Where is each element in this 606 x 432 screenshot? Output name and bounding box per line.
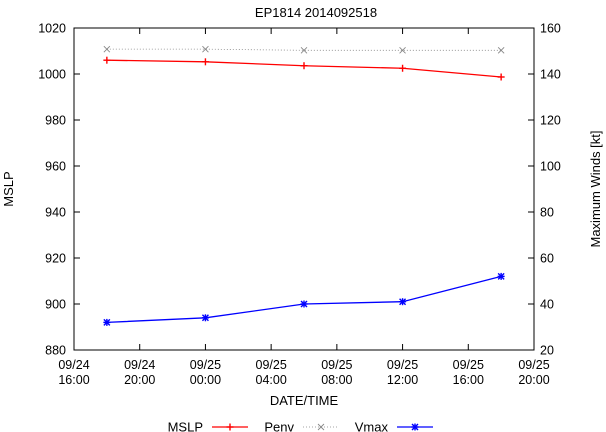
data-point-penv (497, 46, 505, 54)
marker-stroke (399, 298, 407, 306)
x-tick-label-time: 16:00 (453, 373, 484, 387)
legend-label: MSLP (168, 420, 203, 432)
data-point-vmax (201, 314, 209, 322)
data-point-mslp (103, 56, 111, 64)
marker-stroke (103, 318, 111, 326)
series-line-vmax (106, 275, 502, 324)
data-point-mslp (300, 62, 308, 70)
x-tick-label-time: 16:00 (58, 373, 89, 387)
x-tick-label-date: 09/25 (190, 358, 221, 372)
marker-stroke (497, 272, 505, 280)
legend-label: Penv (264, 420, 294, 432)
x-tick-label-date: 09/24 (124, 358, 155, 372)
marker-stroke (411, 423, 419, 431)
right-tick-label: 120 (540, 114, 561, 128)
right-tick-label: 80 (540, 206, 554, 220)
left-axis: 880 900 920 940 960 980 1000 1020 (38, 22, 66, 358)
x-tick-label-date: 09/25 (321, 358, 352, 372)
marker-stroke (103, 45, 111, 53)
right-tick-label: 100 (540, 160, 561, 174)
x-tick-label-date: 09/25 (453, 358, 484, 372)
series-vmax (103, 272, 505, 326)
x-tick-label-date: 09/25 (518, 358, 549, 372)
left-tick-label: 940 (45, 206, 66, 220)
y-axis-title-right: Maximum Winds [kt] (588, 130, 603, 247)
right-tick-label: 60 (540, 252, 554, 266)
x-tick-label-date: 09/25 (387, 358, 418, 372)
data-point-vmax (300, 300, 308, 308)
x-tick-label-time: 00:00 (190, 373, 221, 387)
right-tick-label: 160 (540, 22, 561, 36)
marker-stroke (317, 423, 325, 431)
data-point-mslp (399, 64, 407, 72)
legend-label: Vmax (355, 420, 389, 432)
series-mslp (103, 56, 505, 81)
data-point-penv (202, 45, 209, 53)
right-tick-label: 140 (540, 68, 561, 82)
marker-stroke (497, 46, 505, 54)
series-layer (103, 45, 505, 326)
marker-stroke (300, 46, 308, 54)
x-tick-label-date: 09/25 (256, 358, 287, 372)
series-penv (103, 45, 505, 54)
marker-stroke (399, 46, 406, 54)
left-tick-label: 920 (45, 252, 66, 266)
marker-stroke (300, 300, 308, 308)
x-tick-label-time: 20:00 (518, 373, 549, 387)
data-point-mslp (201, 58, 209, 66)
chart-title: EP1814 2014092518 (255, 5, 377, 20)
data-point-penv (300, 46, 308, 54)
x-axis-title: DATE/TIME (270, 393, 339, 408)
left-tick-label: 980 (45, 114, 66, 128)
left-tick-label: 1000 (38, 68, 66, 82)
data-point-penv (103, 45, 111, 53)
x-tick-label-time: 20:00 (124, 373, 155, 387)
x-tick-label-time: 08:00 (321, 373, 352, 387)
data-point-penv (399, 46, 406, 54)
legend-swatch-marker (226, 423, 234, 431)
x-tick-label-date: 09/24 (58, 358, 89, 372)
data-point-vmax (399, 298, 407, 306)
y-axis-title-left: MSLP (1, 171, 16, 206)
left-tick-label: 960 (45, 160, 66, 174)
right-axis: 20 40 60 80 100 120 140 160 (540, 22, 561, 358)
legend-item-penv: Penv (264, 420, 339, 432)
left-tick-label: 1020 (38, 22, 66, 36)
plot-frame (73, 27, 535, 351)
data-point-mslp (497, 73, 505, 81)
x-tick-label-time: 12:00 (387, 373, 418, 387)
legend: MSLP Penv Vmax (168, 420, 433, 432)
data-point-vmax (497, 272, 505, 280)
marker-stroke (202, 45, 209, 53)
legend-item-vmax: Vmax (355, 420, 433, 432)
legend-swatch-marker (317, 423, 325, 431)
x-tick-label-time: 04:00 (256, 373, 287, 387)
legend-item-mslp: MSLP (168, 420, 248, 432)
marker-stroke (201, 314, 209, 322)
x-axis: 09/2416:0009/2420:0009/2500:0009/2504:00… (58, 358, 549, 387)
legend-swatch-marker (411, 423, 419, 431)
right-tick-label: 20 (540, 344, 554, 358)
left-tick-label: 880 (45, 344, 66, 358)
right-tick-label: 40 (540, 298, 554, 312)
data-point-vmax (103, 318, 111, 326)
left-tick-label: 900 (45, 298, 66, 312)
